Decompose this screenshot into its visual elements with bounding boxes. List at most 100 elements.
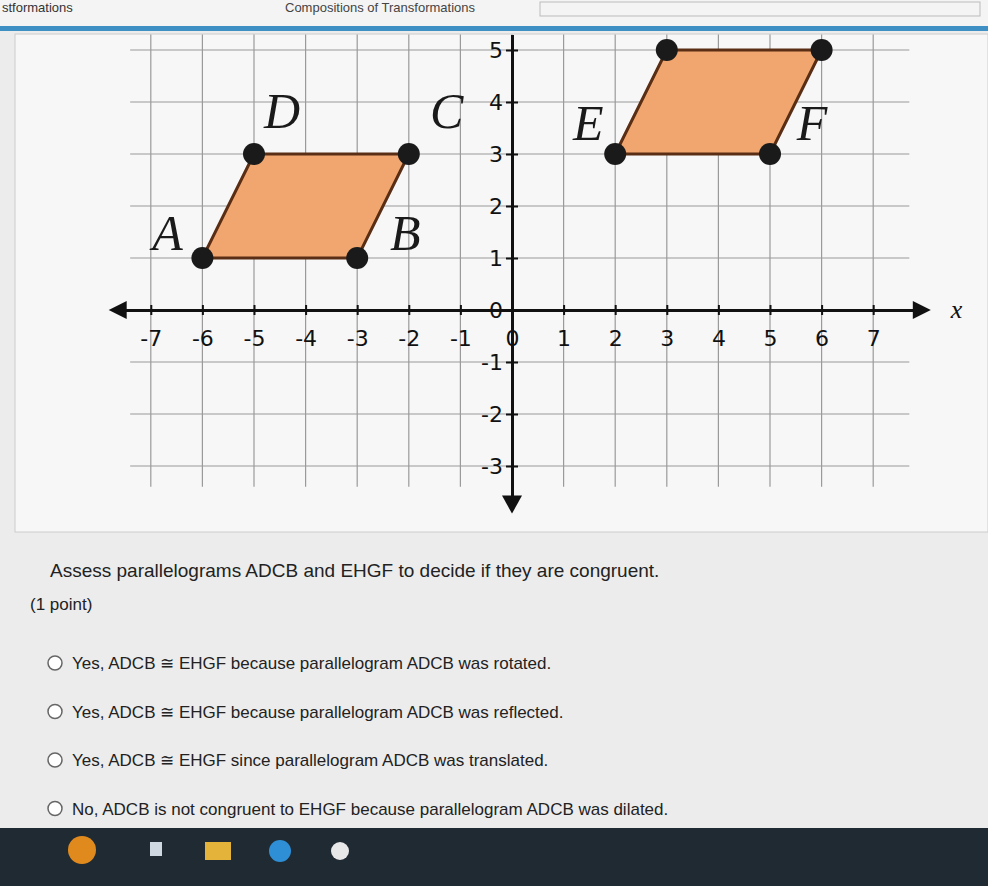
x-tick-label: -5 bbox=[244, 326, 266, 351]
x-tick-label: 2 bbox=[609, 326, 623, 351]
x-tick-mark bbox=[666, 305, 668, 315]
x-tick-mark bbox=[821, 305, 823, 315]
x-tick: 5 bbox=[764, 305, 778, 351]
x-tick-label: 5 bbox=[764, 326, 778, 351]
taskbar-icon bbox=[269, 840, 291, 862]
y-tick: 1 bbox=[489, 246, 518, 271]
x-tick-label: -3 bbox=[347, 326, 369, 351]
y-tick: 4 bbox=[489, 90, 518, 115]
y-tick-mark bbox=[506, 102, 518, 104]
vertex bbox=[811, 39, 833, 61]
option-text[interactable]: No, ADCB is not congruent to EHGF becaus… bbox=[72, 800, 668, 819]
arrow-down bbox=[502, 496, 522, 514]
grid-line-y bbox=[130, 413, 909, 414]
taskbar-icon bbox=[150, 842, 162, 856]
grid-line-y bbox=[130, 465, 909, 466]
y-axis: -3-2-1012345 bbox=[481, 35, 518, 508]
y-tick-label: -2 bbox=[481, 402, 503, 427]
x-tick-mark bbox=[460, 305, 462, 315]
vertex-label: D bbox=[263, 83, 300, 139]
x-tick-label: 3 bbox=[660, 326, 674, 351]
y-tick-label: 0 bbox=[489, 298, 503, 323]
y-tick-mark bbox=[506, 206, 518, 208]
header-box bbox=[540, 2, 980, 16]
x-tick-label: -2 bbox=[398, 326, 420, 351]
option-text[interactable]: Yes, ADCB ≅ EHGF since parallelogram ADC… bbox=[72, 751, 548, 770]
vertex-label: C bbox=[430, 83, 464, 139]
x-tick-mark bbox=[615, 305, 617, 315]
arrow-left bbox=[109, 301, 127, 319]
option-text[interactable]: Yes, ADCB ≅ EHGF because parallelogram A… bbox=[72, 654, 551, 673]
x-axis-line bbox=[115, 309, 925, 312]
page: stformationsCompositions of Transformati… bbox=[0, 0, 988, 886]
vertex bbox=[243, 143, 265, 165]
x-tick-mark bbox=[563, 305, 565, 315]
y-tick-mark bbox=[506, 154, 518, 156]
y-tick-label: 1 bbox=[489, 246, 503, 271]
y-tick-label: 4 bbox=[489, 90, 503, 115]
x-tick-label: 6 bbox=[815, 326, 829, 351]
y-tick-mark bbox=[506, 310, 518, 312]
y-tick-label: 5 bbox=[489, 38, 503, 63]
y-tick-label: -3 bbox=[481, 454, 503, 479]
x-tick: -3 bbox=[347, 305, 369, 351]
x-tick: -2 bbox=[398, 305, 420, 351]
vertex bbox=[604, 143, 626, 165]
x-tick: -4 bbox=[295, 305, 317, 351]
x-tick-mark bbox=[305, 305, 307, 315]
vertex bbox=[656, 39, 678, 61]
question-prompt: Assess parallelograms ADCB and EHGF to d… bbox=[50, 560, 659, 581]
y-tick: 2 bbox=[489, 194, 518, 219]
taskbar-icon bbox=[331, 842, 349, 860]
parallelogram bbox=[615, 50, 821, 154]
parallelogram bbox=[202, 154, 408, 258]
y-tick: 0 bbox=[489, 298, 518, 323]
y-tick-mark bbox=[506, 50, 518, 52]
y-tick-mark bbox=[506, 258, 518, 260]
radio-button[interactable] bbox=[48, 656, 62, 670]
x-tick-label: 7 bbox=[867, 326, 881, 351]
x-tick: -5 bbox=[244, 305, 266, 351]
vertex bbox=[759, 143, 781, 165]
arrow-right bbox=[913, 301, 931, 319]
option-text[interactable]: Yes, ADCB ≅ EHGF because parallelogram A… bbox=[72, 703, 563, 722]
x-tick-mark bbox=[770, 305, 772, 315]
x-tick-label: -7 bbox=[140, 326, 162, 351]
axis-arrows bbox=[109, 301, 931, 514]
y-tick: -1 bbox=[481, 350, 518, 375]
y-tick-mark bbox=[506, 362, 518, 364]
vertex-label: A bbox=[149, 205, 183, 261]
y-axis-line bbox=[511, 35, 514, 508]
point-labels: ADCBEF bbox=[149, 83, 828, 261]
vertex-label: E bbox=[572, 95, 604, 151]
y-tick: 5 bbox=[489, 38, 518, 63]
header-bar bbox=[0, 0, 988, 28]
x-tick-label: 4 bbox=[712, 326, 726, 351]
x-tick: -7 bbox=[140, 305, 162, 351]
radio-button[interactable] bbox=[48, 802, 62, 816]
x-tick-mark bbox=[254, 305, 256, 315]
x-tick-label: -6 bbox=[192, 326, 214, 351]
header-line bbox=[0, 26, 988, 31]
radio-button[interactable] bbox=[48, 753, 62, 767]
header-title: Compositions of Transformations bbox=[285, 0, 476, 15]
grid bbox=[130, 34, 909, 486]
x-tick: -6 bbox=[192, 305, 214, 351]
vertex bbox=[346, 247, 368, 269]
radio-button[interactable] bbox=[48, 705, 62, 719]
x-tick: -1 bbox=[450, 305, 472, 351]
taskbar-icon bbox=[68, 836, 96, 864]
x-tick-label: 1 bbox=[557, 326, 571, 351]
question-points: (1 point) bbox=[30, 595, 92, 614]
x-axis: -7-6-5-4-3-2-101234567 bbox=[115, 305, 925, 351]
x-tick-mark bbox=[202, 305, 204, 315]
x-tick: 1 bbox=[557, 305, 571, 351]
x-tick-label: -4 bbox=[295, 326, 317, 351]
vertex-label: B bbox=[390, 205, 421, 261]
x-axis-label: x bbox=[950, 295, 963, 324]
y-tick: -3 bbox=[481, 454, 518, 479]
x-tick-mark bbox=[718, 305, 720, 315]
vertex bbox=[398, 143, 420, 165]
grid-line-y bbox=[130, 361, 909, 362]
plot-area bbox=[191, 39, 832, 269]
